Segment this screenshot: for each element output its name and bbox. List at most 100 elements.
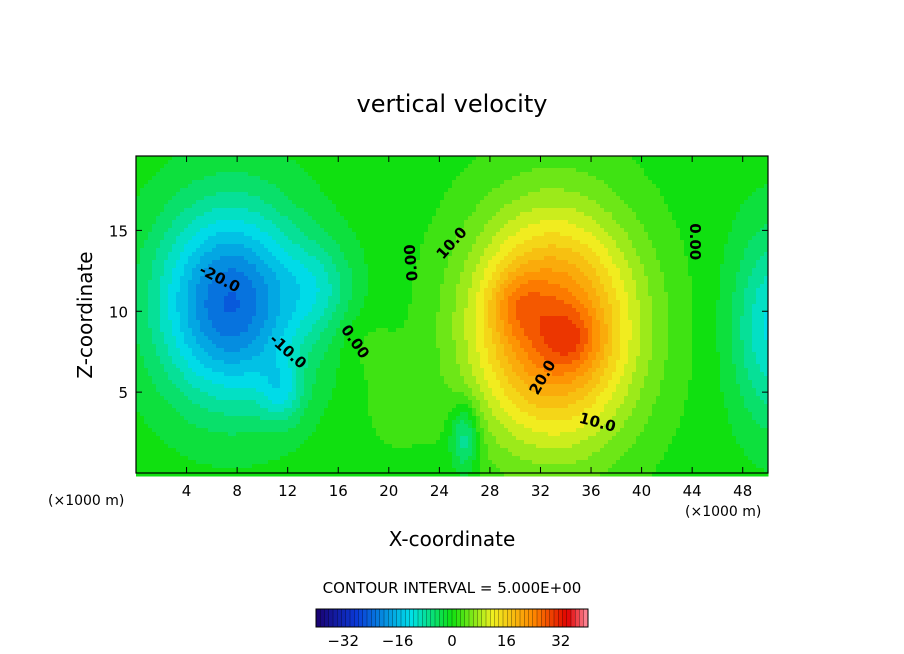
colorbar-swatch (396, 609, 402, 627)
colorbar-swatch (583, 609, 589, 627)
colorbar-swatch (498, 609, 504, 627)
colorbar-swatch (409, 609, 415, 627)
colorbar-swatch (473, 609, 478, 627)
colorbar-swatch (532, 609, 538, 627)
colorbar-swatch (405, 609, 410, 627)
colorbar-swatch (401, 609, 406, 627)
colorbar-swatch (367, 609, 372, 627)
contour-label: 0.00 (400, 244, 421, 282)
colorbar-swatch (452, 609, 457, 627)
colorbar-swatch (515, 609, 521, 627)
colorbar-tick-label: 16 (497, 632, 516, 650)
colorbar-swatch (379, 609, 385, 627)
colorbar-swatch (554, 609, 559, 627)
colorbar-swatch (511, 609, 517, 627)
colorbar-tick-label: 0 (447, 632, 457, 650)
colorbar-swatch (324, 609, 330, 627)
colorbar-swatch (460, 609, 466, 627)
colorbar-swatch (528, 609, 534, 627)
colorbar-swatch (579, 609, 585, 627)
x-tick-label: 48 (733, 482, 752, 500)
colorbar-swatch (558, 609, 563, 627)
colorbar-tick-label: −16 (382, 632, 414, 650)
colorbar-swatch (494, 609, 500, 627)
colorbar-swatch (362, 609, 368, 627)
colorbar-tick-label: −32 (327, 632, 359, 650)
colorbar-swatch (562, 609, 568, 627)
x-tick-label: 24 (430, 482, 449, 500)
plot-frame (135, 155, 769, 474)
colorbar-swatch (316, 609, 321, 627)
y-axis-label: Z-coordinate (73, 251, 97, 378)
x-unit-note-right: (×1000 m) (685, 504, 761, 520)
colorbar-swatch (443, 609, 449, 627)
x-axis-ticks: 4 8 12 16 20 24 28 32 36 40 44 48 (182, 156, 752, 500)
colorbar-swatch (333, 609, 338, 627)
colorbar-swatch (426, 609, 432, 627)
colorbar-swatch (341, 609, 347, 627)
contour-interval-label: CONTOUR INTERVAL = 5.000E+00 (323, 579, 582, 597)
colorbar-swatch (481, 609, 487, 627)
colorbar-swatch (430, 609, 436, 627)
colorbar-swatch (422, 609, 427, 627)
colorbar-swatch (503, 609, 508, 627)
x-tick-label: 44 (683, 482, 702, 500)
colorbar-swatch (392, 609, 398, 627)
colorbar-swatch (435, 609, 440, 627)
colorbar-swatch (464, 609, 470, 627)
shaded-field (136, 156, 769, 477)
colorbar-swatch (439, 609, 444, 627)
x-tick-label: 36 (581, 482, 600, 500)
colorbar-swatch (384, 609, 389, 627)
colorbar-swatch (571, 609, 576, 627)
x-tick-label: 16 (329, 482, 348, 500)
colorbar-swatch (350, 609, 355, 627)
colorbar-swatch (537, 609, 542, 627)
colorbar-swatch (388, 609, 393, 627)
colorbar-swatch (477, 609, 483, 627)
colorbar-swatch (520, 609, 525, 627)
y-axis-ticks: 5 10 15 (109, 222, 768, 402)
x-tick-label: 28 (480, 482, 499, 500)
colorbar-swatch (456, 609, 461, 627)
colorbar-swatch (354, 609, 359, 627)
colorbar-swatch (345, 609, 351, 627)
colorbar-swatch (486, 609, 491, 627)
colorbar-swatch (371, 609, 376, 627)
y-tick-label: 10 (109, 303, 128, 321)
colorbar-swatch (413, 609, 419, 627)
y-tick-label: 15 (109, 222, 128, 240)
colorbar-swatch (328, 609, 334, 627)
x-tick-label: 8 (232, 482, 242, 500)
colorbar-swatch (566, 609, 572, 627)
colorbar-swatch (549, 609, 555, 627)
contour-label: 0.00 (686, 223, 704, 260)
x-tick-label: 12 (278, 482, 297, 500)
colorbar-swatch (358, 609, 364, 627)
colorbar-tick-label: 32 (551, 632, 570, 650)
colorbar: −32 −16 0 16 32 (315, 608, 589, 650)
x-tick-label: 40 (632, 482, 651, 500)
colorbar-swatch (447, 609, 453, 627)
chart-title: vertical velocity (357, 90, 548, 118)
colorbar-swatch (320, 609, 325, 627)
colorbar-swatch (490, 609, 495, 627)
x-tick-label: 32 (531, 482, 550, 500)
colorbar-frame (315, 608, 589, 628)
colorbar-swatch (469, 609, 474, 627)
colorbar-swatch (418, 609, 423, 627)
colorbar-swatch (575, 609, 580, 627)
x-tick-label: 4 (182, 482, 192, 500)
colorbar-swatch (545, 609, 551, 627)
y-tick-label: 5 (118, 384, 128, 402)
colorbar-swatch (524, 609, 529, 627)
colorbar-swatch (507, 609, 512, 627)
colorbar-swatch (541, 609, 546, 627)
x-tick-label: 20 (379, 482, 398, 500)
colorbar-swatch (337, 609, 342, 627)
x-unit-note-left: (×1000 m) (48, 493, 124, 509)
x-axis-label: X-coordinate (389, 527, 516, 551)
colorbar-swatch (375, 609, 381, 627)
